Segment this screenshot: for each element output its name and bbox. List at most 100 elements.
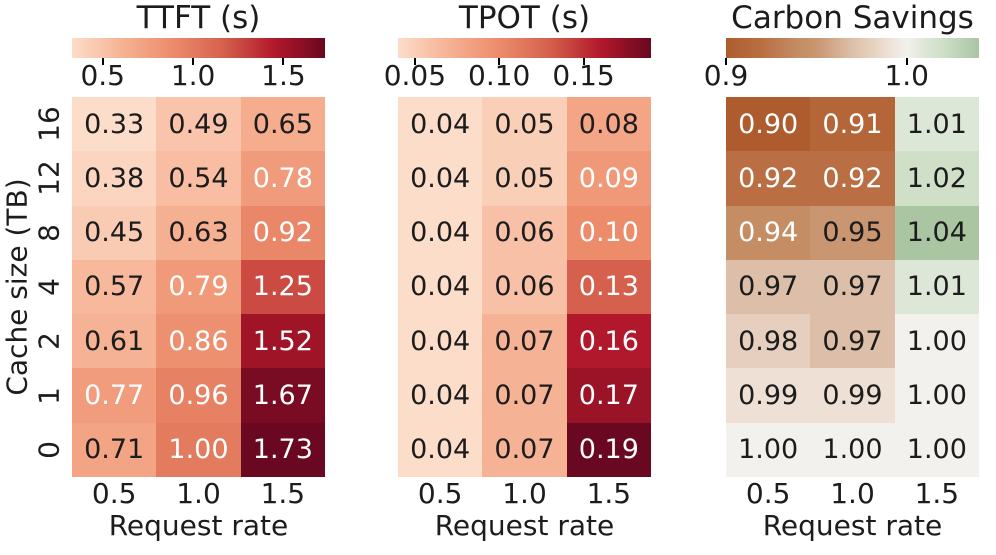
heatmap-cell: 1.02 xyxy=(894,151,979,206)
heatmap-cell: 0.90 xyxy=(726,97,811,152)
heatmap-cell: 0.17 xyxy=(566,368,651,423)
y-tick-label: 0 xyxy=(32,440,66,459)
heatmap-cell: 1.00 xyxy=(894,314,979,369)
heatmap-cell: 1.52 xyxy=(240,314,325,369)
heatmap-cell: 0.07 xyxy=(482,422,567,477)
heatmap-cell: 0.05 xyxy=(482,151,567,206)
heatmap-cell: 0.57 xyxy=(72,259,157,315)
x-tick-label: 0.5 xyxy=(91,477,137,510)
heatmap-cell: 0.54 xyxy=(156,151,241,206)
heatmap-cell: 0.91 xyxy=(810,97,895,152)
heatmap-cell: 1.01 xyxy=(894,259,979,315)
heatmap-cell: 0.04 xyxy=(398,97,483,152)
colorbar-tick xyxy=(905,58,908,65)
heatmap-cell: 0.99 xyxy=(810,368,895,423)
heatmap-cell: 0.04 xyxy=(398,205,483,260)
heatmap-cell: 0.92 xyxy=(726,151,811,206)
colorbar-tick-label: 1.0 xyxy=(884,59,929,92)
x-tick-label: 0.5 xyxy=(745,477,791,510)
heatmap-cell: 0.71 xyxy=(72,422,157,477)
panel-ttft: TTFT (s) 0.33 0.49 0.65 0.38 0.54 0.78 0.45 0.6… xyxy=(72,0,325,555)
y-tick-label: 16 xyxy=(32,106,66,142)
colorbar-tick xyxy=(725,58,727,65)
heatmap-cell: 1.00 xyxy=(894,422,979,477)
heatmap-cell: 0.04 xyxy=(398,259,483,315)
y-axis-label: Cache size (TB) xyxy=(0,178,34,396)
heatmap-cell: 0.05 xyxy=(482,97,567,152)
heatmap-cell: 0.49 xyxy=(156,97,241,152)
heatmap-cell: 0.97 xyxy=(726,259,811,315)
colorbar-tick xyxy=(192,58,195,65)
x-tick-label: 1.0 xyxy=(830,477,875,510)
heatmap-cell: 1.00 xyxy=(156,422,241,477)
heatmap-grid: 0.33 0.49 0.65 0.38 0.54 0.78 0.45 0.63 0.92 0.57… xyxy=(72,97,325,477)
heatmap-cell: 0.45 xyxy=(72,205,157,260)
heatmap-cell: 0.38 xyxy=(72,151,157,206)
chart-title: TTFT (s) xyxy=(136,0,261,36)
heatmap-cell: 0.65 xyxy=(240,97,325,152)
colorbar-tick-label: 0.10 xyxy=(468,59,531,92)
heatmap-cell: 0.99 xyxy=(726,368,811,423)
heatmap-cell: 0.94 xyxy=(726,205,811,260)
heatmap-cell: 1.00 xyxy=(894,368,979,423)
heatmap-cell: 0.04 xyxy=(398,368,483,423)
heatmap-cell: 0.13 xyxy=(566,259,651,315)
heatmap-cell: 0.19 xyxy=(566,422,651,477)
colorbar-tick xyxy=(413,58,416,65)
heatmap-cell: 0.06 xyxy=(482,205,567,260)
heatmap-cell: 0.77 xyxy=(72,368,157,423)
heatmap-cell: 0.07 xyxy=(482,368,567,423)
colorbar-tick xyxy=(101,58,104,65)
heatmap-cell: 1.00 xyxy=(810,422,895,477)
heatmap-cell: 1.00 xyxy=(726,422,811,477)
colorbar-tick-label: 0.15 xyxy=(552,59,615,92)
heatmap-cell: 0.78 xyxy=(240,151,325,206)
colorbar xyxy=(726,38,979,58)
heatmap-grid: 0.04 0.05 0.08 0.04 0.05 0.09 0.04 0.06 0.10 0.04… xyxy=(398,97,651,477)
x-tick-label: 0.5 xyxy=(417,477,463,510)
heatmap-cell: 0.16 xyxy=(566,314,651,369)
colorbar-tick-label: 1.0 xyxy=(170,59,216,92)
colorbar-tick xyxy=(498,58,501,65)
heatmap-cell: 0.04 xyxy=(398,422,483,477)
y-tick-label: 4 xyxy=(32,278,66,296)
heatmap-cell: 0.06 xyxy=(482,259,567,315)
x-tick-label: 1.5 xyxy=(914,477,960,510)
chart-title: Carbon Savings xyxy=(731,0,974,36)
heatmap-cell: 0.95 xyxy=(810,205,895,260)
x-tick-label: 1.0 xyxy=(176,477,221,510)
panel-tpot: TPOT (s) 0.04 0.05 0.08 0.04 0.05 0.09 0.04 0.0… xyxy=(384,0,651,555)
heatmap-cell: 0.10 xyxy=(566,205,651,260)
heatmap-cell: 0.86 xyxy=(156,314,241,369)
x-axis-label: Request rate xyxy=(434,509,615,542)
x-tick-label: 1.5 xyxy=(586,477,632,510)
colorbar-tick-label: 1.5 xyxy=(261,59,306,92)
heatmap-cell: 0.92 xyxy=(240,205,325,260)
heatmap-cell: 0.04 xyxy=(398,314,483,369)
chart-title: TPOT (s) xyxy=(458,0,591,36)
heatmap-cell: 0.92 xyxy=(810,151,895,206)
y-tick-label: 2 xyxy=(32,332,66,351)
heatmap-cell: 0.97 xyxy=(810,259,895,315)
heatmap-cell: 0.96 xyxy=(156,368,241,423)
panel-carbon-savings: Carbon Savings 0.90 0.91 1.01 0.92 0.92 1.02 0… xyxy=(704,0,979,555)
y-tick-label: 12 xyxy=(32,160,66,197)
heatmap-cell: 1.01 xyxy=(894,97,979,152)
heatmap-cell: 0.97 xyxy=(810,314,895,369)
colorbar xyxy=(398,38,651,58)
heatmap-cell: 0.07 xyxy=(482,314,567,369)
x-axis-label: Request rate xyxy=(108,509,289,542)
x-axis-label: Request rate xyxy=(762,509,943,542)
heatmap-cell: 0.09 xyxy=(566,151,651,206)
heatmap-cell: 0.98 xyxy=(726,314,811,369)
y-tick-label: 8 xyxy=(32,223,66,242)
heatmap-cell: 1.25 xyxy=(240,259,325,315)
heatmap-cell: 1.73 xyxy=(240,422,325,477)
heatmap-cell: 1.04 xyxy=(894,205,979,260)
colorbar-tick-label: 0.9 xyxy=(703,59,749,92)
heatmap-cell: 0.33 xyxy=(72,97,157,152)
heatmap-cell: 0.63 xyxy=(156,205,241,260)
heatmap-cell: 1.67 xyxy=(240,368,325,423)
heatmap-grid: 0.90 0.91 1.01 0.92 0.92 1.02 0.94 0.95 1.04 0.97… xyxy=(726,97,979,477)
